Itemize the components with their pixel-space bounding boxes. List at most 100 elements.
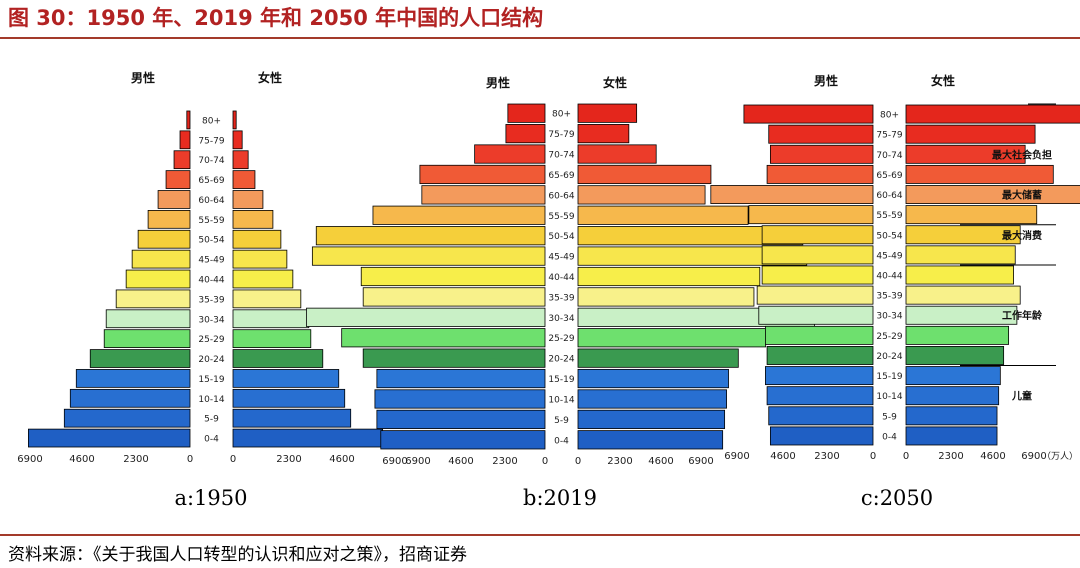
male-bar-1950-5-9 bbox=[63, 408, 191, 428]
male-bar-2019-80+ bbox=[507, 103, 546, 123]
age-label-2019-10-14: 10-14 bbox=[548, 395, 574, 405]
female-bar-2019-65-69 bbox=[577, 164, 712, 185]
age-label-2050-60-64: 60-64 bbox=[876, 191, 902, 201]
figure-title: 图 30：1950 年、2019 年和 2050 年中国的人口结构 bbox=[8, 6, 544, 30]
male-header-2050: 男性 bbox=[814, 73, 838, 88]
annotation-2050-3: 工作年龄 bbox=[1002, 309, 1043, 322]
caption-1950: a:1950 bbox=[174, 486, 248, 510]
male-bar-2050-10-14 bbox=[766, 386, 874, 406]
male-bar-2019-65-69 bbox=[419, 164, 546, 185]
male-bar-1950-65-69 bbox=[165, 170, 191, 189]
caption-2050: c:2050 bbox=[860, 486, 934, 510]
age-label-2019-80+: 80+ bbox=[552, 110, 571, 120]
female-bar-2050-75-79 bbox=[905, 124, 1036, 144]
male-tick-2019-1: 6900 bbox=[405, 456, 430, 467]
age-label-1950-20-24: 20-24 bbox=[198, 355, 224, 365]
male-bar-1950-10-14 bbox=[69, 388, 191, 408]
age-label-1950-75-79: 75-79 bbox=[198, 136, 224, 146]
male-bar-2019-15-19 bbox=[376, 368, 546, 389]
annotation-2050-4: 儿童 bbox=[1011, 390, 1032, 403]
female-bar-1950-75-79 bbox=[232, 130, 243, 150]
male-tick-2019-2: 4600 bbox=[448, 456, 473, 467]
age-label-1950-0-4: 0-4 bbox=[204, 435, 219, 445]
female-tick-1950-1: 2300 bbox=[276, 454, 301, 465]
male-tick-2019-0: 6900 bbox=[382, 456, 407, 467]
age-label-1950-70-74: 70-74 bbox=[198, 156, 224, 166]
female-bar-1950-55-59 bbox=[232, 210, 274, 229]
age-label-2019-55-59: 55-59 bbox=[548, 212, 574, 222]
male-bar-2050-25-29 bbox=[765, 325, 874, 345]
female-bar-2019-20-24 bbox=[577, 348, 739, 368]
age-label-2019-30-34: 30-34 bbox=[548, 314, 574, 324]
female-bar-1950-60-64 bbox=[232, 190, 264, 209]
female-bar-2050-35-39 bbox=[905, 285, 1021, 305]
age-label-2050-75-79: 75-79 bbox=[876, 131, 902, 141]
male-bar-2050-0-4 bbox=[769, 426, 874, 446]
age-label-2050-45-49: 45-49 bbox=[876, 251, 902, 261]
female-bar-1950-10-14 bbox=[232, 388, 346, 408]
female-bar-2050-40-44 bbox=[905, 265, 1014, 285]
female-header-2019: 女性 bbox=[603, 75, 627, 90]
male-bar-2019-5-9 bbox=[376, 409, 546, 429]
male-bar-1950-35-39 bbox=[115, 289, 191, 309]
male-header-1950: 男性 bbox=[131, 70, 155, 85]
age-label-2019-50-54: 50-54 bbox=[548, 232, 574, 242]
male-bar-2050-75-79 bbox=[768, 124, 874, 144]
age-label-2019-20-24: 20-24 bbox=[548, 355, 574, 365]
age-label-2050-5-9: 5-9 bbox=[882, 412, 897, 422]
female-bar-2019-10-14 bbox=[577, 389, 727, 409]
female-bar-2050-0-4 bbox=[905, 426, 998, 446]
age-label-2050-0-4: 0-4 bbox=[882, 432, 897, 442]
age-label-2050-50-54: 50-54 bbox=[876, 231, 902, 241]
female-bar-1950-15-19 bbox=[232, 369, 340, 388]
female-bar-2050-10-14 bbox=[905, 386, 1000, 406]
female-bar-1950-5-9 bbox=[232, 408, 352, 428]
age-label-2019-5-9: 5-9 bbox=[554, 416, 569, 426]
male-tick-2050-2: 2300 bbox=[814, 451, 839, 462]
female-bar-2050-50-54 bbox=[905, 225, 1021, 245]
age-label-2019-25-29: 25-29 bbox=[548, 334, 574, 344]
age-label-2019-40-44: 40-44 bbox=[548, 273, 574, 283]
male-bar-2019-10-14 bbox=[374, 389, 546, 409]
male-tick-1950-3: 0 bbox=[187, 454, 193, 465]
female-bar-2050-25-29 bbox=[905, 325, 1010, 345]
female-bar-2019-5-9 bbox=[577, 409, 726, 429]
age-label-2050-65-69: 65-69 bbox=[876, 171, 902, 181]
age-label-2050-25-29: 25-29 bbox=[876, 332, 902, 342]
male-bar-1950-45-49 bbox=[131, 249, 191, 269]
age-label-1950-5-9: 5-9 bbox=[204, 415, 219, 425]
female-tick-2019-1: 2300 bbox=[607, 456, 632, 467]
male-header-2019: 男性 bbox=[486, 75, 510, 90]
age-label-2019-65-69: 65-69 bbox=[548, 171, 574, 181]
male-tick-2019-3: 2300 bbox=[492, 456, 517, 467]
age-label-1950-45-49: 45-49 bbox=[198, 256, 224, 266]
female-bar-2019-75-79 bbox=[577, 124, 630, 144]
female-bar-2050-45-49 bbox=[905, 245, 1016, 265]
age-label-2019-45-49: 45-49 bbox=[548, 253, 574, 263]
source-note: 资料来源：《关于我国人口转型的认识和应对之策》，招商证券 bbox=[8, 545, 467, 565]
age-label-2019-35-39: 35-39 bbox=[548, 293, 574, 303]
age-label-2019-15-19: 15-19 bbox=[548, 375, 574, 385]
female-bar-1950-65-69 bbox=[232, 170, 256, 189]
male-bar-2050-20-24 bbox=[766, 346, 874, 365]
male-bar-2050-15-19 bbox=[765, 366, 874, 386]
female-bar-1950-0-4 bbox=[232, 428, 384, 448]
female-bar-1950-30-34 bbox=[232, 309, 310, 329]
male-tick-2019-4: 0 bbox=[542, 456, 548, 467]
female-bar-2050-15-19 bbox=[905, 366, 1001, 386]
female-bar-1950-70-74 bbox=[232, 150, 249, 170]
female-bar-2019-80+ bbox=[577, 103, 638, 123]
age-label-2050-80+: 80+ bbox=[880, 111, 899, 121]
female-tick-2050-3: 6900 bbox=[1021, 451, 1046, 462]
male-bar-1950-20-24 bbox=[89, 349, 191, 368]
female-bar-1950-50-54 bbox=[232, 229, 282, 249]
age-label-2050-15-19: 15-19 bbox=[876, 372, 902, 382]
female-tick-1950-0: 0 bbox=[230, 454, 236, 465]
male-bar-1950-40-44 bbox=[125, 269, 191, 289]
male-tick-1950-0: 6900 bbox=[17, 454, 42, 465]
male-tick-2050-1: 4600 bbox=[770, 451, 795, 462]
female-bar-1950-45-49 bbox=[232, 249, 288, 269]
age-label-2050-30-34: 30-34 bbox=[876, 312, 902, 322]
age-label-2019-60-64: 60-64 bbox=[548, 191, 574, 201]
female-bar-2050-70-74 bbox=[905, 144, 1026, 164]
